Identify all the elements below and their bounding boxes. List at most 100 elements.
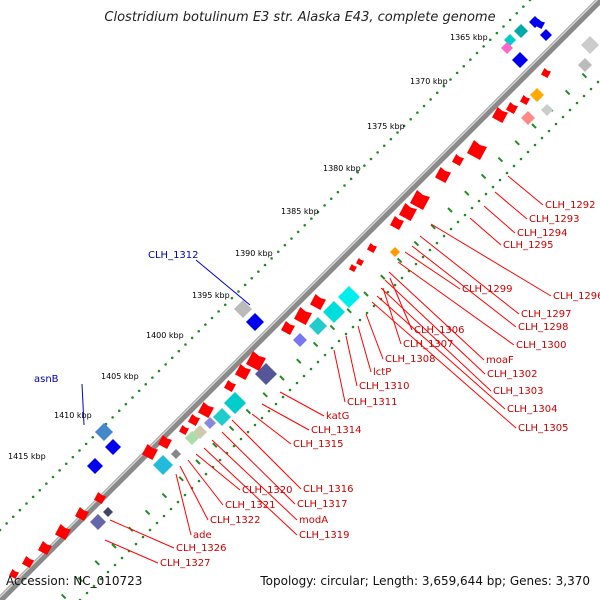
scale-dot <box>429 98 432 101</box>
scale-dash <box>94 560 100 566</box>
gene-label: ade <box>193 530 212 541</box>
scale-dot <box>462 64 466 68</box>
kbp-tick-label: 1375 kbp <box>367 122 405 131</box>
gene-features <box>9 16 599 579</box>
scale-dot <box>526 150 530 154</box>
label-leader-line <box>345 335 358 387</box>
kbp-tick-label: 1410 kbp <box>54 411 92 420</box>
label-leader-line <box>81 383 85 426</box>
scale-dot <box>141 535 145 539</box>
scale-dot <box>134 542 138 546</box>
red-gene-arrow <box>492 107 508 123</box>
red-gene-arrow <box>367 243 377 253</box>
gene-label: CLH_1295 <box>503 240 554 251</box>
label-leader-line <box>179 465 209 521</box>
colored-gene <box>90 514 106 530</box>
scale-dot <box>349 177 353 181</box>
scale-dash <box>245 408 252 415</box>
scale-dot <box>365 311 369 315</box>
kbp-tick-label: 1400 kbp <box>146 331 184 340</box>
label-leader-line <box>382 287 402 345</box>
gene-label: lctP <box>373 367 391 378</box>
scale-dash <box>464 190 470 196</box>
scale-dot <box>162 514 166 518</box>
red-gene-arrow <box>142 444 158 460</box>
gene-label: CLH_1308 <box>385 354 436 365</box>
scale-dot <box>469 58 472 61</box>
scale-dot <box>18 508 22 512</box>
scale-dot <box>363 164 366 167</box>
scale-dash <box>279 375 285 381</box>
gene-label-blue: CLH_1312 <box>148 250 199 261</box>
scale-dot <box>38 488 42 492</box>
red-gene-arrow <box>75 507 89 521</box>
scale-dot <box>484 192 488 196</box>
red-gene-arrow <box>158 435 172 449</box>
scale-dot <box>316 210 320 214</box>
scale-dot <box>528 0 532 2</box>
red-gene-arrow <box>356 258 364 266</box>
kbp-tick-label: 1390 kbp <box>235 249 273 258</box>
scale-dash <box>380 274 386 280</box>
label-leader-line <box>404 251 461 290</box>
gene-label: CLH_1299 <box>462 284 513 295</box>
scale-dot <box>310 217 313 220</box>
colored-gene <box>521 111 535 125</box>
scale-dot <box>344 332 348 336</box>
scale-dot <box>475 51 479 55</box>
gene-label: CLH_1311 <box>347 397 398 408</box>
scale-dot <box>78 449 81 452</box>
scale-dot <box>217 310 220 313</box>
scale-dot <box>270 257 273 260</box>
scale-dot <box>204 472 208 476</box>
kbp-tick-label: 1370 kbp <box>410 77 448 86</box>
scale-dot <box>218 458 222 462</box>
gene-label: CLH_1314 <box>311 425 362 436</box>
label-leader-line <box>376 295 506 410</box>
red-gene-arrow <box>410 190 430 210</box>
red-gene-arrow <box>294 307 312 325</box>
scale-dot <box>498 178 502 182</box>
scale-dash <box>564 89 571 96</box>
scale-dash <box>296 358 302 364</box>
scale-dot <box>589 87 593 91</box>
gene-label: CLH_1306 <box>414 325 465 336</box>
gene-label: CLH_1327 <box>160 558 211 569</box>
red-gene-arrow <box>38 541 52 555</box>
label-leader-line <box>365 313 384 360</box>
kbp-tick-label: 1415 kbp <box>8 452 46 461</box>
gene-label: CLH_1302 <box>487 369 538 380</box>
colored-gene <box>185 431 199 445</box>
colored-gene <box>323 301 345 323</box>
label-leader-line <box>211 439 298 521</box>
gene-label: CLH_1322 <box>210 515 261 526</box>
scale-dash <box>514 140 520 146</box>
scale-dot <box>155 521 159 525</box>
scale-dot <box>382 144 386 148</box>
gene-label: CLH_1321 <box>225 500 276 511</box>
red-gene-arrow <box>281 321 295 335</box>
kbp-tick-label: 1365 kbp <box>450 33 488 42</box>
scale-dot <box>343 184 346 187</box>
scale-dot <box>137 389 141 393</box>
scale-dot <box>183 493 187 497</box>
scale-dot <box>164 363 167 366</box>
scale-dot <box>442 234 446 238</box>
blue-gene-arrow <box>535 19 545 29</box>
gene-label: CLH_1303 <box>493 386 544 397</box>
label-leader-line <box>231 419 302 490</box>
colored-gene <box>501 42 513 54</box>
scale-dot <box>232 444 236 448</box>
scale-dot <box>372 304 376 308</box>
scale-dot <box>170 356 174 360</box>
scale-dot <box>253 423 257 427</box>
gene-label: CLH_1294 <box>517 228 568 239</box>
scale-dash <box>413 240 420 247</box>
scale-dot <box>230 296 234 300</box>
scale-dot <box>442 84 446 88</box>
scale-dot <box>435 91 439 95</box>
colored-gene <box>309 317 327 335</box>
